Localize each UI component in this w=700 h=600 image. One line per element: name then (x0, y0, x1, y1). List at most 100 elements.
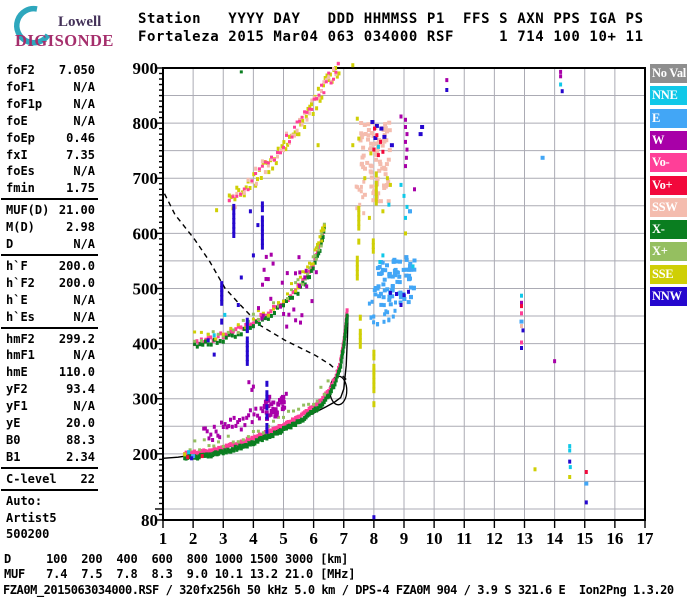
param-label: h`Es (6, 309, 35, 324)
param-row-hmf2: hmF2 299.2 (0, 331, 102, 348)
x-tick-label: 7 (340, 529, 349, 548)
param-value: 93.4 (66, 382, 95, 397)
param-label: Artist5 (6, 510, 57, 525)
series-e-cluster-tail (367, 299, 397, 327)
param-row-he: h`E N/A (0, 292, 102, 309)
param-label: foF1p (6, 96, 43, 111)
param-label: B0 (6, 432, 21, 447)
series-second-hop-x (193, 225, 326, 349)
logo-line1: Lowell (58, 14, 101, 30)
param-row-hf2: h`F2 200.0 (0, 275, 102, 292)
param-value: N/A (73, 309, 95, 324)
y-tick-label: 500 (133, 279, 159, 298)
series-sse-strings (355, 171, 378, 408)
legend-item-x: X- (650, 220, 687, 240)
x-tick-label: 4 (249, 529, 258, 548)
param-value: 20.0 (66, 416, 95, 430)
legend-label: No Val (652, 66, 686, 80)
legend-label: X+ (652, 244, 668, 259)
legend-item-vo: Vo+ (650, 175, 687, 195)
param-value: 7.050 (58, 63, 95, 77)
param-label: B1 (6, 449, 21, 464)
x-tick-label: 16 (606, 529, 623, 548)
param-value: 299.2 (58, 331, 95, 346)
param-separator (1, 326, 98, 329)
footer-status-line: FZA0M_2015063034000.RSF / 320fx256h 50 k… (3, 583, 674, 597)
y-tick-label: 700 (133, 169, 159, 188)
param-label: hmF2 (6, 331, 35, 346)
footer-muf-row: MUF 7.4 7.5 7.8 8.3 9.0 10.1 13.2 21.0 [… (4, 567, 356, 581)
param-label: fxI (6, 147, 28, 162)
param-row-foep: foEp 0.46 (0, 130, 102, 147)
param-label: h`E (6, 292, 28, 307)
legend-label: SSE (652, 266, 674, 281)
param-separator (1, 198, 98, 201)
x-tick-label: 6 (309, 529, 318, 548)
param-row-b0: B0 88.3 (0, 432, 102, 449)
param-label: hmF1 (6, 348, 35, 363)
series-x-dots (239, 70, 243, 74)
legend-item-nnw: NNW (650, 287, 687, 306)
x-tick-label: 13 (516, 529, 533, 548)
param-row-auto: Auto: (0, 493, 102, 510)
param-row-clevel: C-level 22 (0, 471, 102, 488)
series-sse-bits (183, 63, 572, 479)
series-nnw-dots (190, 88, 588, 520)
param-label: fmin (6, 181, 35, 196)
y-tick-label: 800 (133, 114, 159, 133)
param-label: h`F (6, 258, 28, 273)
header-line-1: Station YYYY DAY DDD HHMMSS P1 FFS S AXN… (138, 11, 644, 27)
legend-label: E (652, 110, 661, 125)
param-separator (1, 253, 98, 256)
param-value: 88.3 (66, 432, 95, 447)
legend-label: NNW (652, 289, 682, 303)
param-value: 200.0 (58, 258, 95, 273)
series-nne-dots (187, 82, 572, 470)
plot-grid (163, 68, 645, 520)
param-label: h`F2 (6, 275, 35, 290)
x-tick-label: 11 (456, 529, 472, 548)
param-row-fof2: foF2 7.050 (0, 62, 102, 79)
param-value: N/A (73, 348, 95, 363)
x-tick-label: 8 (370, 529, 379, 548)
legend-label: Vo- (652, 155, 670, 170)
param-value: N/A (73, 79, 95, 94)
param-row-ye: yE 20.0 (0, 415, 102, 432)
y-tick-label: 400 (133, 335, 159, 354)
legend-item-vo: Vo- (650, 153, 687, 173)
param-label: D (6, 237, 14, 251)
legend-label: SSW (652, 199, 678, 214)
param-row-foes: foEs N/A (0, 163, 102, 180)
param-value: N/A (73, 164, 95, 179)
legend-label: X- (652, 222, 665, 237)
param-label: foEs (6, 164, 35, 179)
y-tick-label: 200 (133, 445, 159, 464)
logo-line2: DIGISONDE (15, 31, 114, 50)
logo-crescent-icon (14, 5, 51, 46)
param-row-b1: B1 2.34 (0, 449, 102, 466)
legend-item-w: W (650, 130, 687, 150)
param-label: yE (6, 416, 21, 430)
param-value: 200.0 (58, 275, 95, 290)
param-value: 2.98 (66, 220, 95, 235)
param-value: N/A (73, 399, 95, 414)
series-w-scatter-mid (257, 252, 318, 329)
param-label: yF2 (6, 382, 28, 397)
series-third-hop-pink (227, 62, 340, 202)
param-value: N/A (73, 237, 95, 251)
y-tick-label: 300 (133, 390, 159, 409)
param-row-fmin: fmin 1.75 (0, 180, 102, 197)
legend-item-nne: NNE (650, 86, 687, 106)
x-tick-label: 15 (576, 529, 593, 548)
param-label: hmE (6, 365, 28, 380)
legend-label: Vo+ (652, 177, 673, 192)
series-vom-dots (520, 311, 523, 345)
parameter-panel: foF2 7.050 foF1 N/A foF1p N/A foE N/A foEp 0.46 fx… (0, 0, 110, 600)
legend-label: W (652, 132, 665, 147)
param-value: 7.35 (66, 147, 95, 162)
series-e-cluster (372, 255, 417, 307)
series-spread-f-nnw (370, 120, 425, 148)
x-tick-label: 14 (546, 529, 564, 548)
